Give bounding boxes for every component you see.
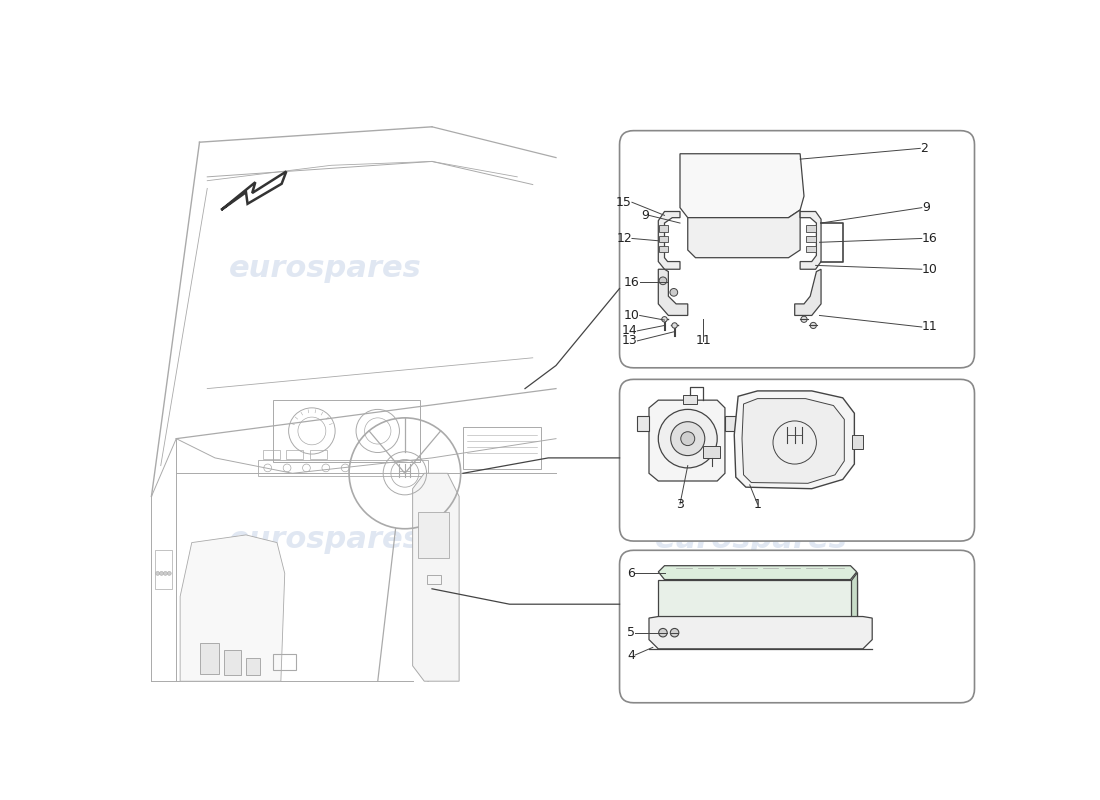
Circle shape [658,410,717,468]
Bar [154,550,172,589]
Circle shape [801,316,807,322]
Text: 11: 11 [695,334,711,347]
Text: 13: 13 [621,334,637,347]
Bar [199,642,219,674]
Circle shape [670,289,678,296]
Bar [286,450,304,459]
FancyBboxPatch shape [619,379,975,541]
Bar [806,236,815,242]
Polygon shape [794,270,821,315]
Circle shape [670,629,679,637]
Polygon shape [180,535,285,682]
Text: eurospares: eurospares [654,525,848,554]
Polygon shape [658,270,688,315]
Polygon shape [658,566,857,579]
Text: 10: 10 [922,262,937,276]
Bar [273,400,420,462]
Bar [806,246,815,252]
Text: 14: 14 [621,324,637,338]
Polygon shape [688,210,800,258]
Text: 16: 16 [624,276,640,289]
FancyBboxPatch shape [619,130,975,368]
Circle shape [662,317,668,322]
Bar [273,654,296,670]
Circle shape [167,571,172,575]
Bar [852,435,862,449]
Text: 12: 12 [616,232,631,245]
Bar [427,575,440,584]
Text: 10: 10 [624,309,640,322]
Bar [246,658,260,675]
Polygon shape [649,617,872,649]
Text: 6: 6 [627,567,635,580]
Polygon shape [800,211,821,270]
Polygon shape [658,211,680,270]
Circle shape [671,422,705,455]
Text: 4: 4 [627,649,635,662]
Bar [703,446,720,458]
FancyBboxPatch shape [619,550,975,702]
Bar [683,394,697,404]
Circle shape [659,629,668,637]
Polygon shape [649,400,725,481]
Polygon shape [725,415,736,431]
Circle shape [164,571,167,575]
Bar [418,512,449,558]
Circle shape [681,432,695,446]
Polygon shape [850,572,857,617]
Text: 15: 15 [616,196,631,209]
Circle shape [672,322,678,328]
Bar [224,650,241,675]
Bar [658,579,857,617]
Polygon shape [637,415,649,431]
Text: 9: 9 [641,209,649,222]
Circle shape [160,571,164,575]
Bar [309,450,327,459]
Text: 9: 9 [922,201,930,214]
Circle shape [811,322,816,329]
Polygon shape [680,154,804,218]
Text: 1: 1 [754,498,761,510]
Bar [463,427,540,470]
Polygon shape [412,474,459,682]
Text: eurospares: eurospares [229,525,421,554]
Bar [659,226,669,231]
Text: 11: 11 [922,321,937,334]
Text: 16: 16 [922,232,937,245]
Circle shape [659,277,667,285]
Bar [659,246,669,252]
Polygon shape [735,391,855,489]
Text: 5: 5 [627,626,635,639]
Text: eurospares: eurospares [229,254,421,283]
Circle shape [156,571,160,575]
Bar [263,450,280,459]
Bar [806,226,815,231]
Polygon shape [742,398,845,483]
Polygon shape [221,171,286,210]
Text: eurospares: eurospares [654,254,848,283]
Bar [659,236,669,242]
Text: 3: 3 [676,498,684,510]
Text: 2: 2 [921,142,928,155]
Bar [257,460,428,476]
